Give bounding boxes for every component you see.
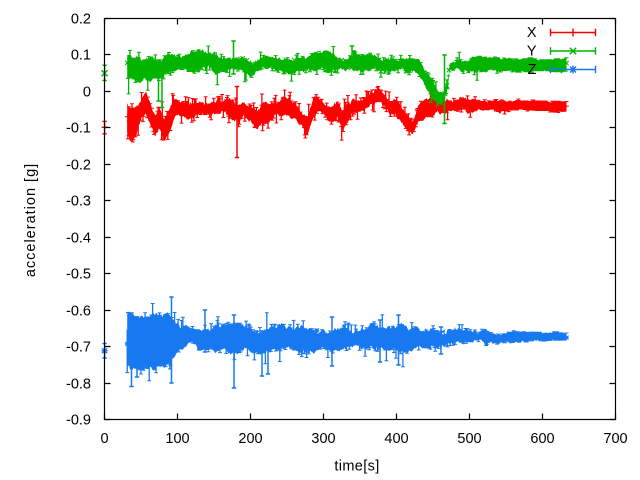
svg-text:-0.6: -0.6 (66, 304, 91, 320)
svg-text:700: 700 (603, 431, 627, 447)
svg-text:-0.9: -0.9 (66, 413, 91, 429)
svg-text:100: 100 (165, 431, 189, 447)
svg-text:-0.8: -0.8 (66, 377, 91, 393)
svg-text:0.2: 0.2 (71, 12, 91, 28)
svg-text:-0.4: -0.4 (66, 231, 91, 247)
svg-text:600: 600 (530, 431, 554, 447)
svg-text:-0.2: -0.2 (66, 158, 91, 174)
svg-text:Z: Z (528, 62, 537, 78)
svg-text:-0.5: -0.5 (66, 267, 91, 283)
svg-text:0.1: 0.1 (71, 48, 91, 64)
svg-text:0: 0 (83, 85, 91, 101)
svg-text:200: 200 (238, 431, 262, 447)
svg-text:X: X (527, 25, 537, 41)
svg-text:-0.7: -0.7 (66, 340, 91, 356)
svg-text:-0.3: -0.3 (66, 194, 91, 210)
svg-text:0: 0 (100, 431, 108, 447)
svg-text:time[s]: time[s] (334, 459, 379, 475)
svg-text:500: 500 (457, 431, 481, 447)
svg-text:acceleration [g]: acceleration [g] (23, 163, 39, 277)
svg-text:Y: Y (527, 44, 537, 60)
svg-text:300: 300 (311, 431, 335, 447)
svg-text:400: 400 (384, 431, 408, 447)
svg-text:-0.1: -0.1 (66, 121, 91, 137)
